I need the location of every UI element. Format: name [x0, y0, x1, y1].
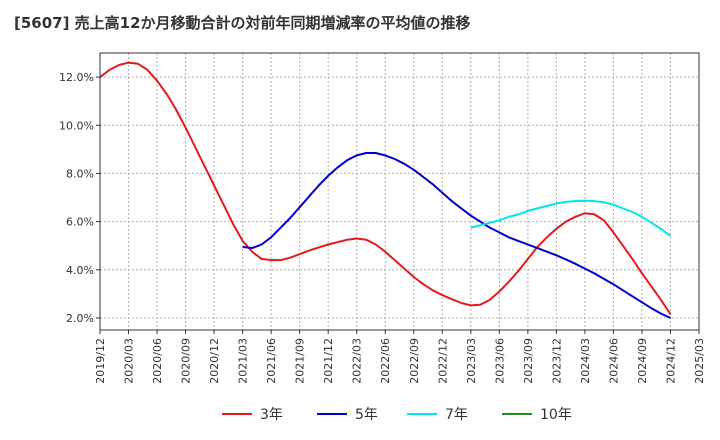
x-tick-label: 2024/06: [607, 338, 620, 384]
x-tick-label: 2023/03: [465, 338, 478, 384]
y-tick-label: 10.0%: [59, 119, 94, 132]
chart-title: [5607] 売上高12か月移動合計の対前年同期増減率の平均値の推移: [14, 14, 471, 32]
series-line-1: [242, 152, 671, 319]
x-tick-label: 2019/12: [94, 338, 107, 384]
x-tick-label: 2020/06: [151, 338, 164, 384]
x-tick-label: 2025/03: [693, 338, 706, 384]
legend: 3年 5年 7年 10年: [222, 407, 572, 423]
x-tick-label: 2021/03: [237, 338, 250, 384]
y-axis-ticks: 2.0% 4.0% 6.0% 8.0% 10.0% 12.0%: [59, 71, 100, 325]
x-tick-label: 2021/12: [322, 338, 335, 384]
x-tick-label: 2020/03: [123, 338, 136, 384]
x-tick-label: 2024/03: [579, 338, 592, 384]
x-tick-label: 2023/12: [550, 338, 563, 384]
series-lines: [99, 61, 672, 319]
plot-frame: [99, 52, 700, 331]
series-line-2: [470, 199, 672, 237]
x-tick-label: 2022/06: [379, 338, 392, 384]
x-tick-label: 2022/03: [351, 338, 364, 384]
y-tick-label: 4.0%: [66, 264, 94, 277]
y-tick-label: 2.0%: [66, 312, 94, 325]
y-tick-label: 12.0%: [59, 71, 94, 84]
x-axis-ticks: 2019/12 2020/03 2020/06 2020/09 2020/12 2021/…: [94, 330, 706, 384]
grid: [100, 53, 699, 330]
legend-label-2: 7年: [445, 407, 468, 423]
legend-label-0: 3年: [260, 407, 283, 423]
y-tick-label: 6.0%: [66, 216, 94, 229]
x-tick-label: 2024/12: [664, 338, 677, 384]
x-tick-label: 2023/06: [493, 338, 506, 384]
series-line-0: [99, 61, 672, 315]
legend-label-3: 10年: [540, 407, 572, 423]
x-tick-label: 2021/06: [265, 338, 278, 384]
x-tick-label: 2024/09: [636, 338, 649, 384]
x-tick-label: 2021/09: [294, 338, 307, 384]
x-tick-label: 2022/12: [436, 338, 449, 384]
y-tick-label: 8.0%: [66, 167, 94, 180]
x-tick-label: 2023/09: [522, 338, 535, 384]
x-tick-label: 2022/09: [408, 338, 421, 384]
x-tick-label: 2020/12: [208, 338, 221, 384]
legend-label-1: 5年: [355, 407, 378, 423]
x-tick-label: 2020/09: [180, 338, 193, 384]
